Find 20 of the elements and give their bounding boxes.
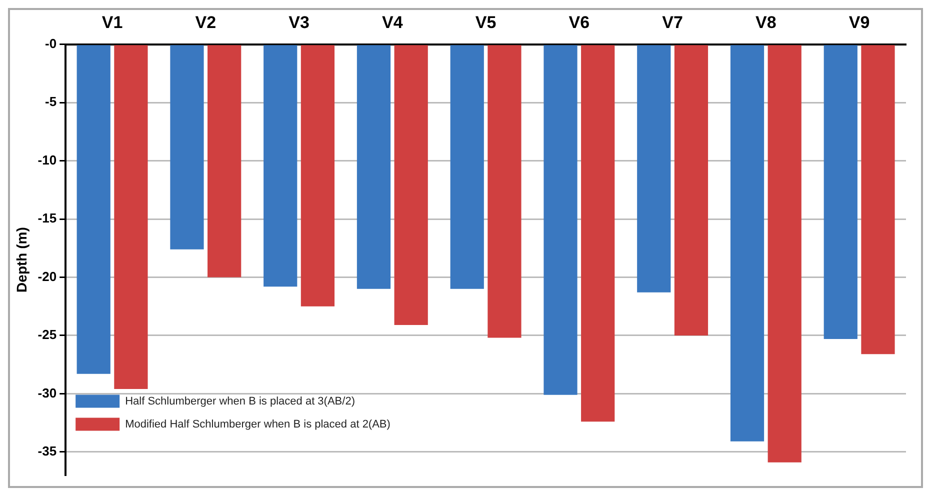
x-tick-label: V5 xyxy=(475,12,496,32)
y-tick-label: -10 xyxy=(38,152,57,168)
y-tick-label: -0 xyxy=(45,36,57,51)
x-tick-label: V4 xyxy=(382,12,404,32)
x-tick-label: V3 xyxy=(288,12,310,32)
x-tick-label: V9 xyxy=(848,12,870,32)
y-tick-label: -20 xyxy=(38,268,57,284)
x-tick-label: V1 xyxy=(102,12,123,32)
y-tick-label: -25 xyxy=(38,327,57,342)
legend-label: Modified Half Schlumberger when B is placed at 2(AB) xyxy=(125,418,390,430)
x-tick-label: V6 xyxy=(568,12,590,32)
x-tick-label: V7 xyxy=(662,12,683,32)
legend-label: Half Schlumberger when B is placed at 3(AB/2) xyxy=(125,395,355,408)
x-tick-label: V8 xyxy=(756,12,776,32)
y-tick-label: -15 xyxy=(38,210,57,226)
y-tick-label: -5 xyxy=(45,94,57,110)
y-axis-title: Depth (m) xyxy=(13,227,30,292)
x-tick-label: V2 xyxy=(195,12,216,32)
y-tick-label: -30 xyxy=(38,385,57,400)
y-tick-label: -35 xyxy=(38,443,57,458)
